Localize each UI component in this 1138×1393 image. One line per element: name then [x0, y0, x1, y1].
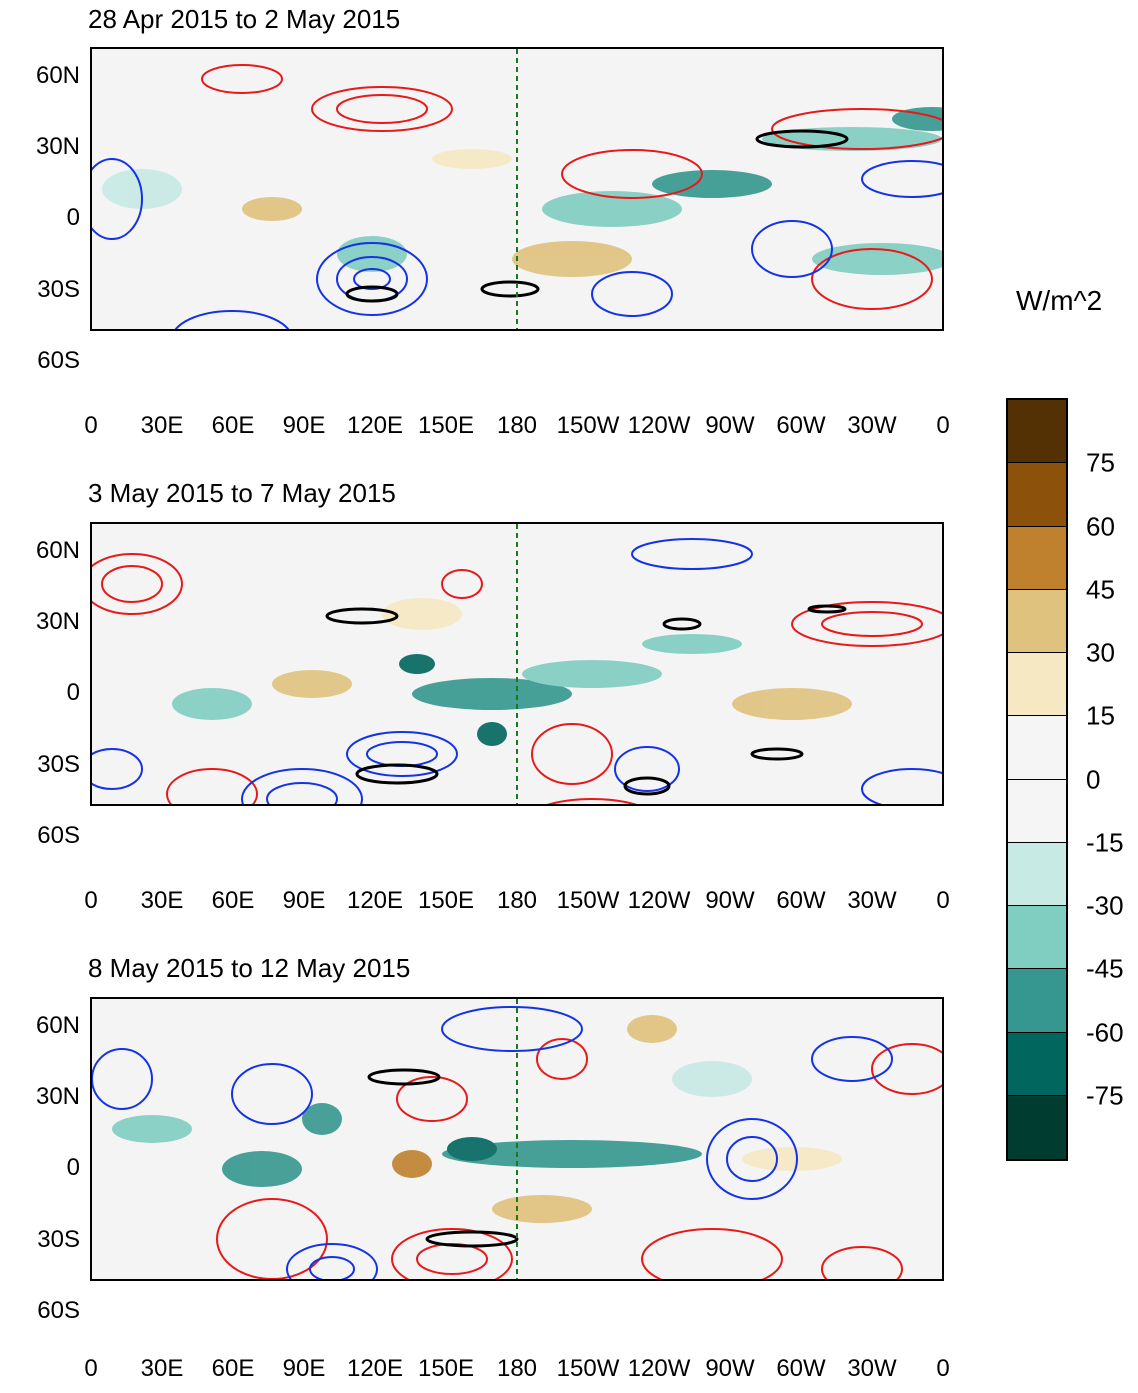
lon-label: 120W	[627, 412, 691, 439]
lon-label: 0	[84, 412, 98, 439]
map-plot	[90, 47, 944, 331]
significance-contours	[367, 1068, 519, 1248]
colorbar-label: 0	[1086, 764, 1101, 794]
colorbar-cell	[1008, 463, 1066, 527]
colorbar-cell	[1008, 842, 1066, 906]
lat-label: 30S	[37, 276, 80, 303]
lon-label: 90E	[282, 412, 326, 439]
lon-label: 90W	[705, 412, 755, 439]
lon-label: 60E	[211, 887, 255, 914]
colorbar-cell	[1008, 400, 1066, 464]
contours-negative	[92, 1006, 893, 1279]
lat-label: 30S	[37, 1226, 80, 1253]
contours-positive	[201, 64, 942, 310]
lon-label: 30W	[847, 412, 897, 439]
colorbar-cell	[1008, 906, 1066, 970]
lat-label: 60S	[37, 1297, 80, 1324]
contours-positive	[92, 553, 942, 804]
lon-label: 90W	[705, 1355, 755, 1382]
lat-label: 60N	[35, 537, 80, 564]
lat-label: 60N	[35, 62, 80, 89]
olr-shading	[172, 598, 852, 746]
colorbar-units: W/m^2	[1016, 285, 1103, 316]
colorbar-label: 45	[1086, 574, 1115, 605]
lon-label: 120E	[346, 412, 404, 439]
colorbar-cell	[1008, 1095, 1066, 1159]
lon-label: 150W	[556, 412, 620, 439]
lat-label: 30N	[35, 1083, 80, 1110]
map-canvas	[92, 999, 942, 1279]
colorbar-label: 15	[1086, 700, 1115, 731]
panel-title: 28 Apr 2015 to 2 May 2015	[88, 4, 401, 34]
lon-label: 150E	[417, 887, 475, 914]
colorbar-label: -60	[1086, 1017, 1124, 1047]
colorbar-cell	[1008, 969, 1066, 1033]
lon-label: 90E	[282, 1355, 326, 1382]
colorbar-label: 60	[1086, 511, 1115, 541]
lon-label: 0	[936, 887, 950, 914]
lon-label: 60W	[776, 412, 826, 439]
lat-label: 0	[66, 1154, 80, 1181]
lon-label: 120E	[346, 1355, 404, 1382]
colorbar-label: 30	[1086, 637, 1115, 668]
lat-label: 0	[66, 679, 80, 706]
significance-contours	[345, 129, 849, 303]
colorbar-cell	[1008, 716, 1066, 780]
lat-label: 30N	[35, 608, 80, 635]
lat-label: 30N	[35, 133, 80, 160]
lon-label: 0	[936, 1355, 950, 1382]
lon-label: 60W	[776, 1355, 826, 1382]
lon-label: 0	[84, 887, 98, 914]
panel-title: 3 May 2015 to 7 May 2015	[88, 478, 396, 508]
map-canvas	[92, 49, 942, 329]
colorbar-cell	[1008, 779, 1066, 843]
lon-label: 30E	[140, 412, 184, 439]
lat-label: 60S	[37, 347, 80, 374]
contours-positive	[216, 1038, 942, 1279]
colorbar-label: 75	[1086, 447, 1115, 478]
map-plot	[90, 997, 944, 1281]
lon-label: 120W	[627, 1355, 691, 1382]
lon-label: 60E	[211, 412, 255, 439]
colorbar-label: -30	[1086, 890, 1124, 921]
lon-label: 90W	[705, 887, 755, 914]
lon-label: 0	[84, 1355, 98, 1382]
map-plot	[90, 522, 944, 806]
panel-title: 8 May 2015 to 12 May 2015	[88, 953, 411, 983]
lat-label: 0	[66, 204, 80, 231]
colorbar	[1006, 398, 1068, 1161]
map-canvas	[92, 524, 942, 804]
colorbar-label: -15	[1086, 827, 1124, 858]
colorbar-cell	[1008, 1032, 1066, 1096]
lon-label: 0	[936, 412, 950, 439]
lon-label: 60W	[776, 887, 826, 914]
colorbar-cell	[1008, 526, 1066, 590]
significance-contours	[325, 604, 847, 796]
contours-negative	[92, 158, 942, 329]
colorbar-label: -45	[1086, 953, 1124, 984]
lon-label: 150W	[556, 887, 620, 914]
lon-label: 30E	[140, 1355, 184, 1382]
lat-label: 60N	[35, 1012, 80, 1039]
lon-label: 180	[496, 412, 538, 439]
colorbar-cell	[1008, 653, 1066, 717]
olr-shading	[112, 1015, 842, 1223]
lon-label: 180	[496, 1355, 538, 1382]
lon-label: 60E	[211, 1355, 255, 1382]
colorbar-cell	[1008, 589, 1066, 653]
lat-label: 60S	[37, 822, 80, 849]
lon-label: 150W	[556, 1355, 620, 1382]
lon-label: 180	[496, 887, 538, 914]
lon-label: 30W	[847, 887, 897, 914]
lon-label: 150E	[417, 1355, 475, 1382]
lon-label: 150E	[417, 412, 475, 439]
lon-label: 30W	[847, 1355, 897, 1382]
lon-label: 120E	[346, 887, 404, 914]
lon-label: 30E	[140, 887, 184, 914]
lon-label: 90E	[282, 887, 326, 914]
lat-label: 30S	[37, 751, 80, 778]
colorbar-label: -75	[1086, 1080, 1124, 1111]
lon-label: 120W	[627, 887, 691, 914]
contours-negative	[92, 538, 942, 804]
